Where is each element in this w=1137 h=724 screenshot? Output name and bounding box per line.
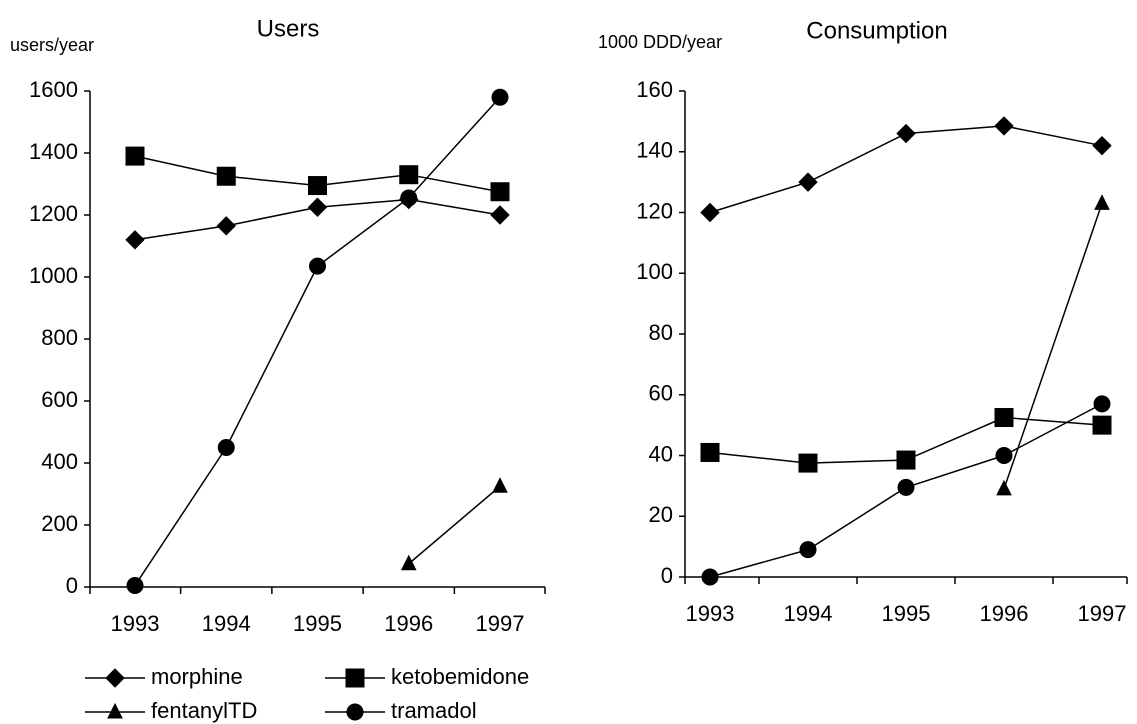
data-point: [896, 450, 916, 470]
legend-label: tramadol: [391, 698, 477, 723]
data-point: [1092, 135, 1112, 156]
data-point: [1093, 395, 1111, 413]
data-point: [994, 408, 1014, 428]
data-point: [701, 568, 719, 586]
y-axis-label: users/year: [10, 35, 94, 55]
data-point: [700, 202, 720, 223]
y-tick-label: 160: [636, 77, 673, 102]
data-point: [490, 182, 510, 202]
data-point: [897, 478, 915, 496]
y-axis-label: 1000 DDD/year: [598, 32, 722, 52]
y-tick-label: 600: [41, 387, 78, 412]
data-point: [700, 442, 720, 462]
chart-title: Consumption: [806, 17, 947, 44]
y-tick-label: 1600: [29, 77, 78, 102]
y-tick-label: 0: [661, 563, 673, 588]
legend-marker: [107, 702, 123, 719]
y-tick-label: 140: [636, 138, 673, 163]
y-tick-label: 40: [649, 441, 673, 466]
data-point: [399, 165, 419, 185]
x-tick-label: 1996: [384, 611, 433, 636]
data-point: [995, 447, 1013, 464]
data-point: [1094, 194, 1110, 210]
y-tick-label: 1200: [29, 201, 78, 226]
x-tick-label: 1997: [476, 611, 525, 636]
data-point: [896, 123, 916, 144]
data-point: [491, 88, 509, 106]
data-point: [1092, 415, 1112, 435]
y-tick-label: 20: [649, 502, 673, 527]
chart-title: Users: [257, 15, 320, 42]
x-tick-label: 1995: [293, 611, 342, 636]
series-line: [1003, 203, 1103, 490]
data-point: [216, 216, 236, 236]
y-tick-label: 400: [41, 449, 78, 474]
data-point: [308, 176, 327, 196]
data-point: [798, 453, 818, 473]
data-point: [799, 541, 817, 559]
data-point: [126, 576, 144, 594]
y-tick-label: 1000: [29, 263, 78, 288]
data-point: [125, 146, 145, 166]
legend-marker: [105, 668, 125, 688]
y-tick-label: 1400: [29, 139, 78, 164]
data-point: [309, 257, 326, 275]
data-point: [798, 172, 818, 192]
legend-marker: [346, 703, 364, 721]
data-point: [996, 479, 1012, 496]
legend-label: morphine: [151, 664, 243, 689]
y-tick-label: 800: [41, 325, 78, 350]
x-tick-label: 1994: [202, 611, 251, 636]
x-tick-label: 1995: [882, 601, 931, 626]
x-tick-label: 1996: [980, 601, 1029, 626]
y-tick-label: 60: [649, 381, 673, 406]
y-tick-label: 200: [41, 511, 78, 536]
data-point: [125, 230, 145, 250]
data-point: [400, 189, 418, 207]
series-line: [408, 485, 501, 565]
x-tick-label: 1997: [1078, 601, 1127, 626]
x-tick-label: 1993: [111, 611, 160, 636]
y-tick-label: 80: [649, 320, 673, 345]
legend-label: ketobemidone: [391, 664, 529, 689]
series-line: [134, 96, 501, 586]
legend-label: fentanylTD: [151, 698, 257, 723]
x-tick-label: 1994: [784, 601, 833, 626]
data-point: [217, 439, 235, 456]
legend-marker: [345, 668, 365, 688]
y-tick-label: 100: [636, 259, 673, 284]
data-point: [307, 197, 328, 217]
y-tick-label: 120: [636, 198, 673, 223]
data-point: [492, 477, 508, 493]
data-point: [490, 205, 510, 225]
x-tick-label: 1993: [686, 601, 735, 626]
data-point: [994, 116, 1014, 136]
data-point: [400, 554, 417, 571]
data-point: [216, 166, 236, 186]
y-tick-label: 0: [66, 573, 78, 598]
